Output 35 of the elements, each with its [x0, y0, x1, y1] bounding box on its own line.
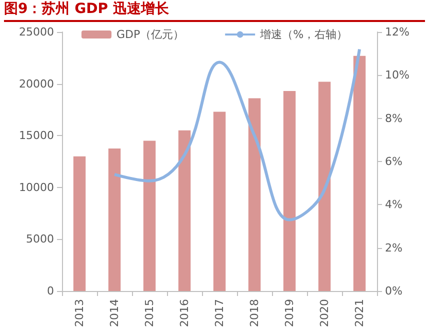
legend-label: 增速（%，右轴） — [259, 28, 348, 41]
x-tick-label: 2015 — [143, 299, 156, 328]
y-tick-label: 15000 — [19, 129, 54, 142]
bar — [318, 82, 331, 292]
bar — [213, 112, 226, 292]
y2-tick-label: 8% — [385, 112, 402, 125]
x-tick-label: 2017 — [213, 299, 226, 328]
bar — [178, 130, 191, 292]
x-tick-label: 2021 — [353, 299, 366, 328]
y-tick-label: 20000 — [19, 77, 54, 90]
x-tick-label: 2020 — [318, 299, 331, 328]
x-tick-label: 2018 — [248, 299, 261, 328]
y2-tick-label: 10% — [385, 68, 410, 82]
y-tick-label: 5000 — [26, 232, 54, 246]
y-tick-label: 10000 — [19, 180, 54, 194]
y2-tick-label: 6% — [385, 155, 402, 168]
bar — [353, 56, 366, 292]
y-tick-label: 25000 — [19, 26, 54, 38]
x-tick-label: 2013 — [73, 299, 86, 328]
bar — [73, 156, 86, 292]
y2-tick-label: 0% — [385, 284, 402, 298]
bar — [283, 91, 296, 292]
y2-tick-label: 2% — [385, 241, 402, 254]
bar — [108, 148, 121, 292]
bar — [143, 140, 156, 292]
legend-label: GDP（亿元） — [116, 28, 184, 41]
x-tick-label: 2019 — [283, 299, 296, 328]
x-tick-label: 2014 — [108, 299, 121, 328]
line-series — [113, 48, 361, 222]
y2-tick-label: 12% — [385, 26, 410, 38]
bar — [248, 98, 261, 292]
y2-tick-label: 4% — [385, 198, 402, 212]
x-tick-label: 2016 — [178, 299, 191, 328]
chart-title: 图9：苏州 GDP 迅速增长 — [4, 0, 425, 22]
y-tick-label: 0 — [47, 284, 54, 298]
